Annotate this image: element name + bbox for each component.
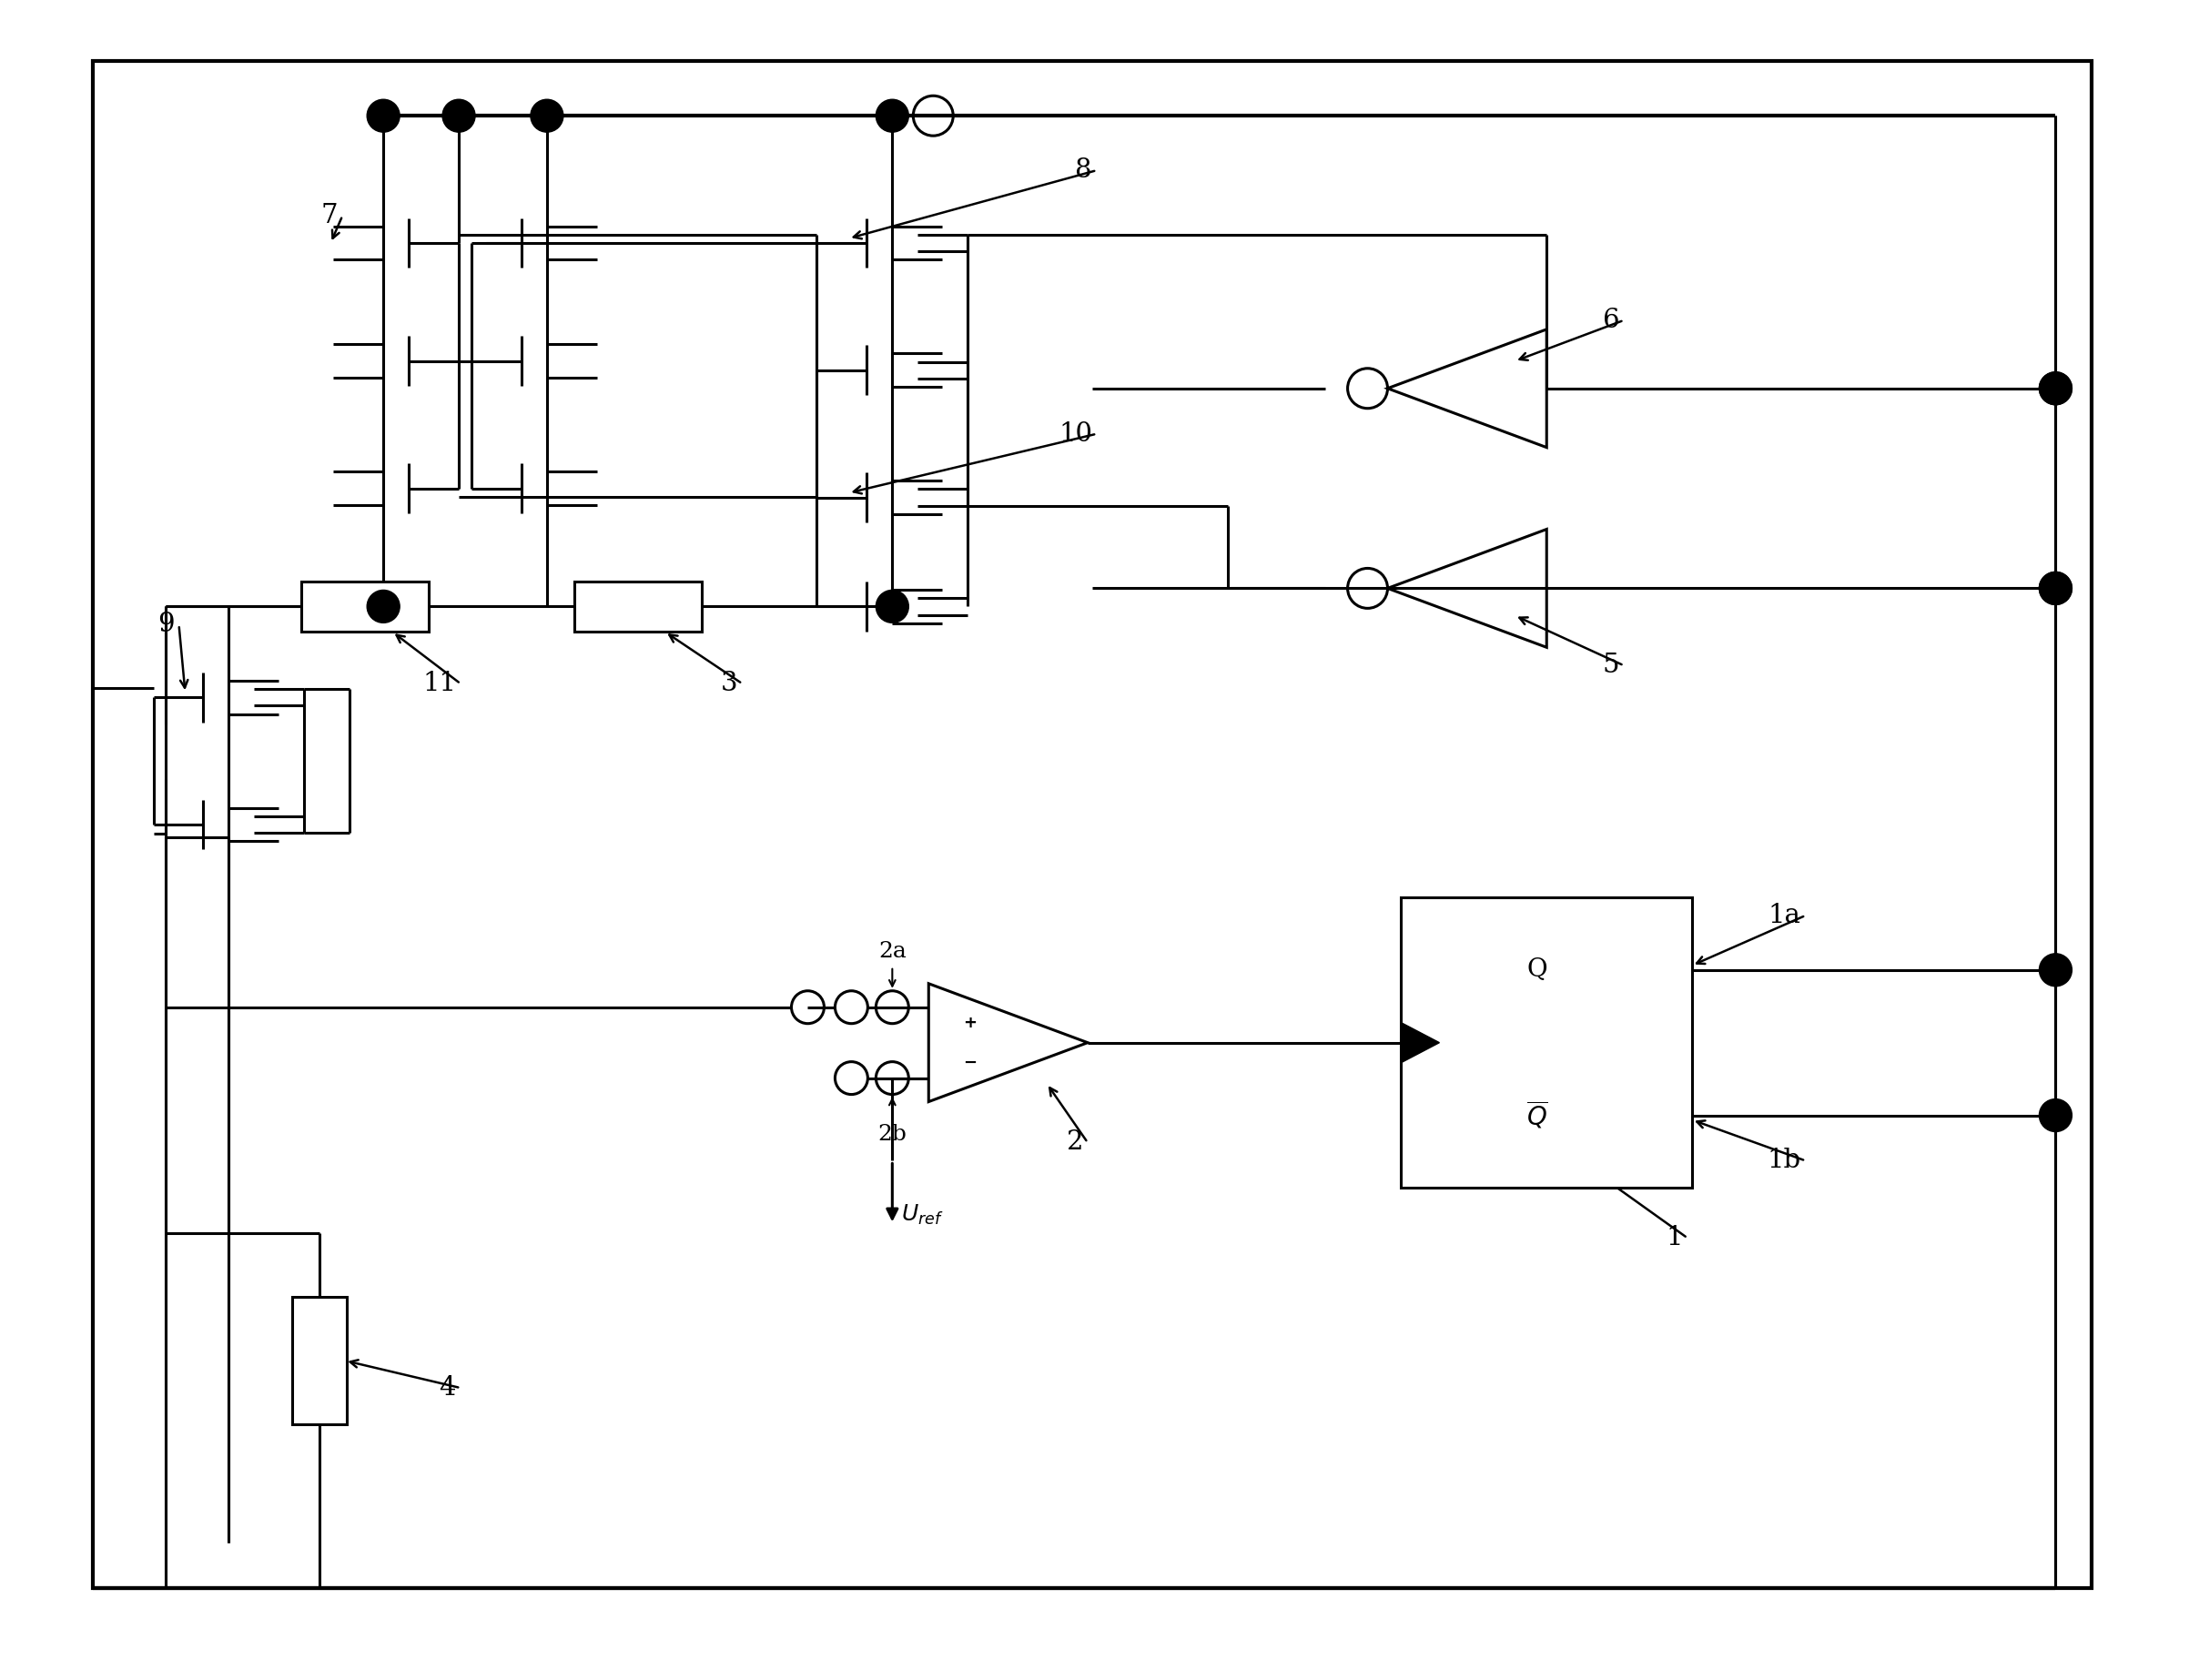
Circle shape bbox=[530, 99, 563, 133]
Text: 1: 1 bbox=[1666, 1225, 1683, 1250]
Text: 2b: 2b bbox=[878, 1124, 906, 1144]
Circle shape bbox=[876, 99, 908, 133]
Text: 10: 10 bbox=[1059, 422, 1092, 447]
Circle shape bbox=[442, 99, 475, 133]
Text: 11: 11 bbox=[422, 670, 455, 697]
Bar bbox=[1401, 897, 1692, 1188]
Bar bbox=[302, 581, 429, 632]
Text: 3: 3 bbox=[720, 670, 738, 697]
Text: 6: 6 bbox=[1602, 307, 1620, 333]
Bar bbox=[293, 1297, 348, 1425]
Circle shape bbox=[2040, 371, 2073, 405]
Circle shape bbox=[2040, 371, 2073, 405]
Text: 5: 5 bbox=[1602, 654, 1620, 679]
Circle shape bbox=[368, 590, 401, 623]
Bar bbox=[574, 581, 700, 632]
Text: 8: 8 bbox=[1075, 158, 1092, 183]
Text: 7: 7 bbox=[322, 203, 337, 228]
Text: 2: 2 bbox=[1066, 1131, 1084, 1156]
Circle shape bbox=[2040, 1099, 2073, 1132]
Text: $\overline{Q}$: $\overline{Q}$ bbox=[1526, 1100, 1548, 1131]
Text: 4: 4 bbox=[440, 1376, 455, 1401]
Text: +: + bbox=[963, 1015, 976, 1032]
Text: Q: Q bbox=[1528, 958, 1548, 983]
Text: $U_{ref}$: $U_{ref}$ bbox=[902, 1203, 943, 1226]
Circle shape bbox=[2040, 571, 2073, 605]
Circle shape bbox=[2040, 954, 2073, 986]
Text: 9: 9 bbox=[158, 612, 175, 637]
Polygon shape bbox=[1401, 1023, 1440, 1063]
Circle shape bbox=[368, 99, 401, 133]
Circle shape bbox=[876, 590, 908, 623]
Text: 1b: 1b bbox=[1767, 1147, 1802, 1174]
Circle shape bbox=[2040, 571, 2073, 605]
Text: −: − bbox=[963, 1055, 976, 1070]
Text: 2a: 2a bbox=[878, 941, 906, 961]
Text: 1a: 1a bbox=[1769, 902, 1802, 927]
